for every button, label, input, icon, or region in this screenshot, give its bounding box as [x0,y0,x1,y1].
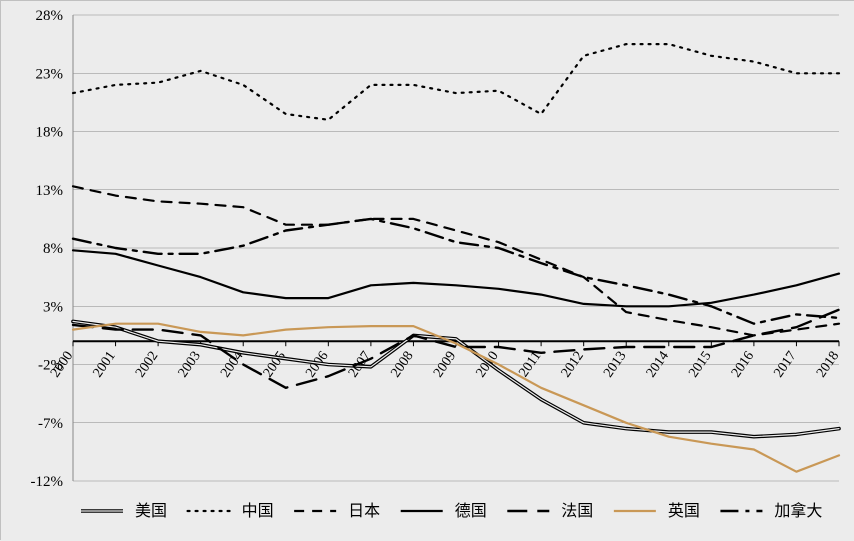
svg-text:8%: 8% [43,241,63,257]
svg-text:日本: 日本 [348,502,380,520]
svg-text:18%: 18% [36,125,64,141]
svg-text:23%: 23% [36,66,64,82]
svg-text:英国: 英国 [668,502,700,520]
line-chart: -12%-7%-2%3%8%13%18%23%28%20002001200220… [0,0,854,540]
svg-text:-7%: -7% [38,416,63,432]
svg-text:加拿大: 加拿大 [774,501,822,520]
svg-text:-12%: -12% [31,474,64,490]
svg-text:13%: 13% [36,183,64,199]
svg-text:法国: 法国 [561,502,593,520]
svg-text:3%: 3% [43,299,63,315]
svg-text:中国: 中国 [242,502,274,520]
svg-text:美国: 美国 [135,502,167,520]
svg-text:德国: 德国 [455,502,487,520]
svg-text:28%: 28% [36,8,64,24]
chart-svg: -12%-7%-2%3%8%13%18%23%28%20002001200220… [1,1,854,541]
